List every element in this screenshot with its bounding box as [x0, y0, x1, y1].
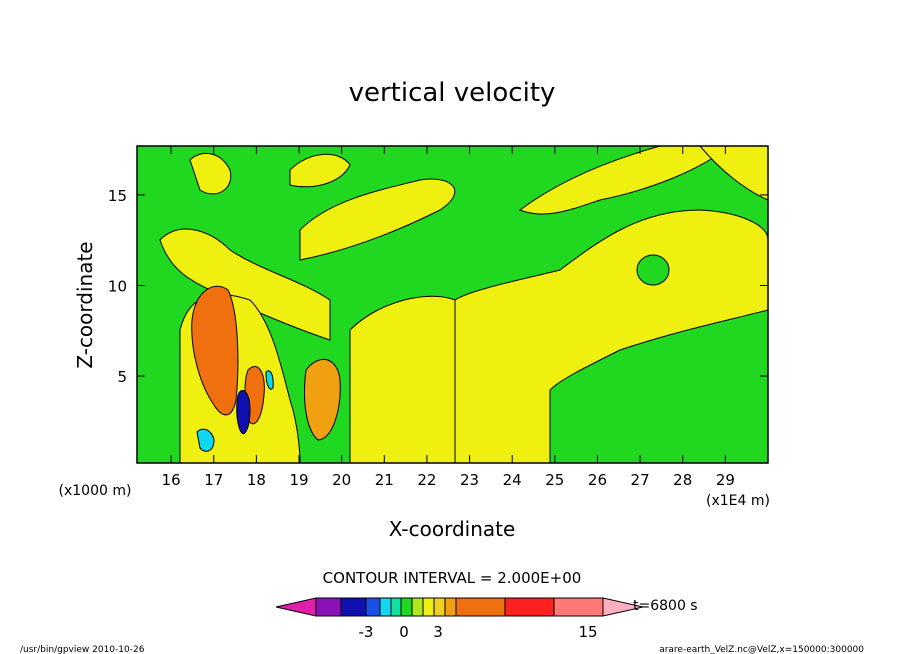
y-scale-label: (x1000 m)	[59, 483, 132, 499]
x-tick-label: 28	[673, 471, 692, 489]
colorbar: -3 0 3 15	[275, 597, 644, 641]
x-tick-label: 19	[289, 471, 308, 489]
x-tick-label: 26	[588, 471, 607, 489]
field-region-positive	[299, 178, 456, 261]
colorbar-swatch	[411, 597, 424, 617]
colorbar-swatch	[504, 597, 555, 617]
field-region-positive	[189, 152, 232, 195]
chart-title: vertical velocity	[349, 78, 556, 108]
colorbar-swatch	[455, 597, 506, 617]
colorbar-level-label: 3	[433, 623, 443, 641]
colorbar-level-label: 0	[399, 623, 409, 641]
y-tick-label: 15	[108, 187, 127, 205]
colorbar-swatch	[444, 597, 457, 617]
footer-right: arare-earth_VelZ.nc@VelZ,x=150000:300000	[659, 645, 864, 654]
x-tick-label: 18	[247, 471, 266, 489]
x-tick-label: 24	[503, 471, 522, 489]
field-region-strong	[191, 285, 239, 416]
field-region-moderate	[304, 358, 341, 441]
colorbar-swatch	[553, 597, 604, 617]
x-tick-label: 17	[204, 471, 223, 489]
velocity-field	[137, 145, 769, 464]
field-region-positive	[289, 153, 351, 188]
footer-left: /usr/bin/gpview 2010-10-26	[20, 645, 145, 654]
field-region-positive	[159, 228, 331, 341]
colorbar-extension-high	[602, 597, 644, 617]
x-tick-label: 25	[545, 471, 564, 489]
y-tick-label: 10	[108, 277, 127, 295]
colorbar-level-label: -3	[359, 623, 374, 641]
field-region-positive	[349, 295, 456, 464]
field-region-downdraft	[236, 390, 251, 435]
field-region-positive	[454, 209, 769, 464]
colorbar-swatch	[315, 597, 342, 617]
field-region-positive	[518, 145, 732, 215]
time-label: t=6800 s	[633, 598, 698, 614]
x-scale-label: (x1E4 m)	[706, 493, 770, 509]
contour-interval-label: CONTOUR INTERVAL = 2.000E+00	[323, 569, 582, 587]
x-tick-label: 21	[375, 471, 394, 489]
field-region-negative	[636, 254, 670, 286]
plot-border	[136, 145, 769, 464]
x-tick-label: 16	[162, 471, 181, 489]
colorbar-swatch	[422, 597, 435, 617]
x-tick-label: 23	[460, 471, 479, 489]
x-tick-label: 22	[417, 471, 436, 489]
x-tick-label: 29	[716, 471, 735, 489]
colorbar-swatch	[400, 597, 413, 617]
x-axis-ticks: 16 17 18 19 20 21 22 23 24 25 26 27 28 29	[162, 146, 735, 489]
colorbar-swatch	[390, 597, 402, 617]
colorbar-swatch	[340, 597, 367, 617]
colorbar-swatch	[379, 597, 392, 617]
field-region-weak-downdraft	[196, 428, 215, 452]
plot-frame: 16 17 18 19 20 21 22 23 24 25 26 27 28 29 5 10 15	[108, 145, 769, 489]
colorbar-swatch	[433, 597, 446, 617]
colorbar-extension-low	[275, 597, 317, 617]
field-region-weak-downdraft	[265, 370, 274, 390]
y-tick-label: 5	[117, 368, 127, 386]
x-tick-label: 27	[631, 471, 650, 489]
y-axis-label: Z-coordinate	[73, 241, 97, 368]
colorbar-swatch	[365, 597, 381, 617]
y-axis-ticks: 5 10 15	[108, 187, 768, 386]
x-axis-label: X-coordinate	[389, 517, 516, 541]
x-tick-label: 20	[332, 471, 351, 489]
colorbar-level-label: 15	[578, 623, 597, 641]
